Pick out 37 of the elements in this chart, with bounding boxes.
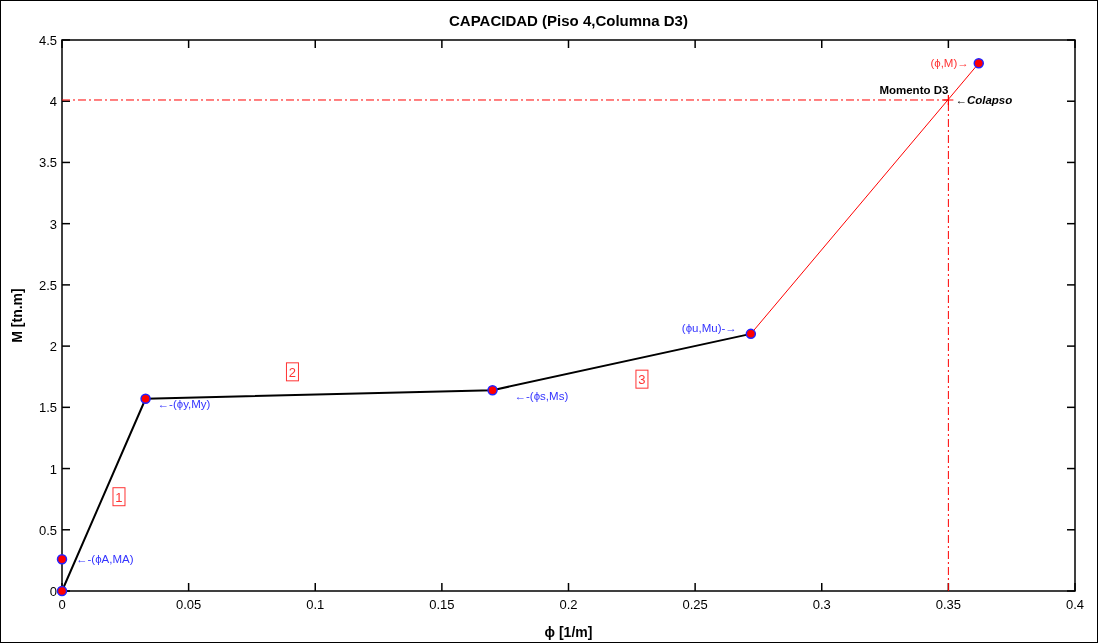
point <box>942 94 954 106</box>
annotation: ←Colapso <box>955 94 1013 106</box>
annotation: ←-(ϕs,Ms) <box>514 390 569 403</box>
x-tick-label: 0.35 <box>935 597 962 612</box>
annotation: 3 <box>638 372 646 388</box>
point <box>56 553 68 565</box>
annotation: Momento D3 <box>879 84 949 96</box>
point <box>487 384 498 396</box>
x-tick-label: 0.2 <box>559 597 578 612</box>
y-axis-title: M [tn.m] <box>9 288 25 343</box>
x-tick-label: 0.1 <box>306 597 325 612</box>
annotation: (ϕu,Mu)-→ <box>681 321 737 334</box>
y-tick-label: 2 <box>49 339 57 355</box>
y-tick-label: 4 <box>49 94 57 110</box>
annotation: 1 <box>115 489 123 505</box>
point <box>745 328 757 340</box>
x-tick-label: 0.05 <box>175 597 202 612</box>
x-tick-label: 0.25 <box>682 597 708 612</box>
point <box>973 58 985 69</box>
point <box>140 393 151 405</box>
y-tick-label: 2.5 <box>38 277 57 293</box>
y-tick-label: 1.5 <box>38 400 57 416</box>
x-axis-title: ϕ [1/m] <box>544 624 593 640</box>
chart-title: CAPACIDAD (Piso 4,Columna D3) <box>449 12 688 29</box>
annotation: (ϕ,M)→ <box>930 57 969 70</box>
annotation: ←-(ϕA,MA) <box>76 553 134 566</box>
y-tick-label: 3 <box>49 216 57 232</box>
annotation: ←-(ϕy,My) <box>157 397 211 410</box>
y-tick-label: 4.5 <box>38 33 57 48</box>
y-tick-label: 0.5 <box>38 522 57 538</box>
y-tick-label: 3.5 <box>38 155 57 171</box>
x-tick-label: 0.4 <box>1065 597 1085 612</box>
y-tick-label: 1 <box>49 461 57 477</box>
x-tick-label: 0.15 <box>429 597 455 612</box>
annotation: 2 <box>288 364 297 380</box>
y-tick-label: 0 <box>49 584 57 599</box>
x-tick-label: 0.3 <box>812 597 831 612</box>
